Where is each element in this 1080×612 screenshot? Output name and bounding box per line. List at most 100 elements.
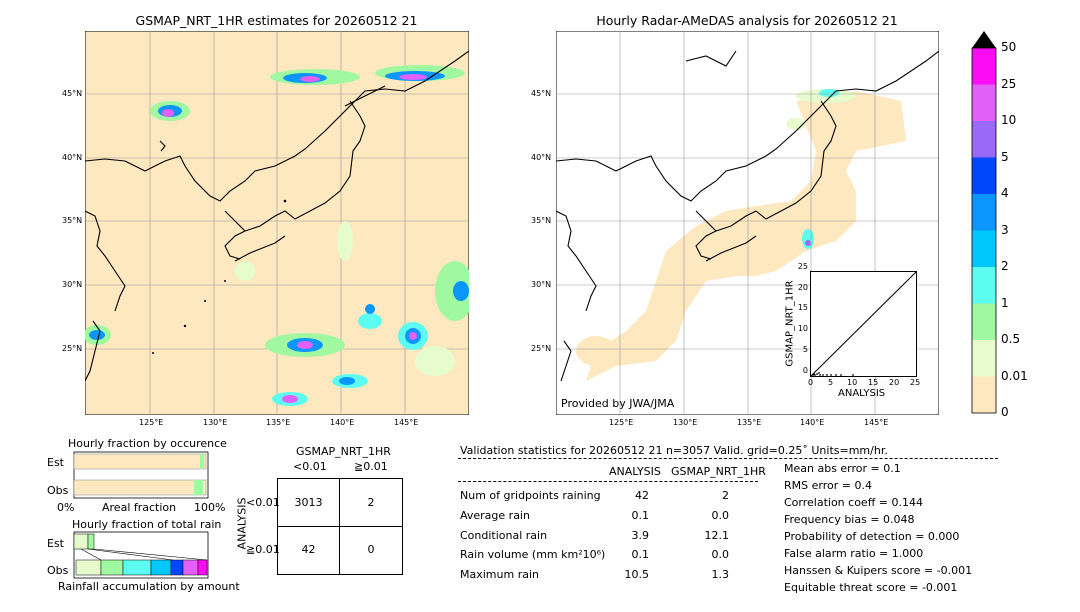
colorbar: [971, 31, 997, 414]
colorbar-label: 1: [1001, 295, 1009, 310]
colorbar-label: 3: [1001, 222, 1009, 237]
score-line: Probability of detection = 0.000: [784, 530, 960, 543]
scatter-ytick-20: 20: [797, 283, 808, 292]
colorbar-label: 2: [1001, 259, 1009, 273]
right-lon-145: 145°E: [864, 418, 889, 427]
scatter-xtick-5: 5: [828, 378, 834, 387]
total-rain-est-seg: [73, 533, 89, 550]
occurrence-obs-rain: [194, 480, 203, 495]
colorbar-segment: [972, 157, 996, 194]
validation-row-analysis: 10.5: [624, 568, 650, 581]
right-lat-25: 25°N: [531, 344, 552, 353]
colorbar-segment: [972, 376, 996, 413]
left-map: [85, 31, 469, 415]
validation-row-label: Maximum rain: [460, 568, 539, 581]
right-lon-140: 140°E: [800, 418, 825, 427]
occurrence-obs-bar: [73, 479, 207, 496]
validation-col-analysis: ANALYSIS: [609, 465, 661, 478]
left-map-rain: [85, 65, 469, 406]
colorbar-segment: [972, 303, 996, 340]
right-lon-125: 125°E: [609, 418, 634, 427]
left-map-islands: [152, 199, 287, 354]
score-line: Correlation coeff = 0.144: [784, 496, 923, 509]
validation-row-gsmap: 0.0: [711, 509, 730, 522]
left-lon-130: 130°E: [203, 418, 228, 427]
colorbar-label: 10: [1001, 113, 1017, 127]
validation-row-gsmap: 2: [722, 489, 729, 502]
contingency-cell: 3013: [294, 496, 323, 509]
scatter-xlabel: ANALYSIS: [838, 388, 886, 399]
contingency-cell: 2: [367, 496, 375, 509]
score-line: Hanssen & Kuipers score = -0.001: [784, 564, 973, 577]
validation-row-analysis: 0.1: [631, 548, 650, 561]
occurrence-obs-label: Obs: [47, 484, 69, 497]
contingency-cell: 42: [301, 543, 316, 556]
contingency-row-lt: <0.01: [246, 496, 280, 509]
total-rain-obs-bar: [75, 559, 208, 576]
colorbar-label: 25: [1001, 76, 1017, 91]
validation-row-label: Num of gridpoints raining: [460, 489, 601, 502]
contingency-title: GSMAP_NRT_1HR: [296, 445, 391, 458]
scatter-ytick-25: 25: [797, 262, 808, 271]
right-lon-135: 135°E: [737, 418, 762, 427]
colorbar-label: 0: [1001, 405, 1009, 419]
validation-row-label: Conditional rain: [460, 529, 548, 542]
validation-divider: [458, 458, 998, 459]
colorbar-label: 50: [1001, 40, 1017, 54]
colorbar-segment: [972, 121, 996, 158]
colorbar-label: 5: [1001, 149, 1009, 164]
provider-credit: Provided by JWA/JMA: [561, 397, 675, 410]
scatter-xtick-10: 10: [847, 378, 858, 387]
scatter-xtick-25: 25: [910, 378, 921, 387]
validation-row-label: Rain volume (mm km²10⁶): [460, 548, 606, 561]
contingency-col-lt: <0.01: [293, 460, 327, 473]
left-lat-30: 30°N: [62, 280, 83, 289]
validation-header: Validation statistics for 20260512 21 n=…: [460, 444, 888, 457]
left-lat-45: 45°N: [62, 89, 83, 98]
colorbar-segment: [972, 48, 996, 85]
occurrence-axis-left: 0%: [57, 501, 75, 514]
occurrence-axis-right: 100%: [194, 501, 226, 514]
scatter-ytick-10: 10: [797, 324, 808, 333]
contingency-table: 3013 2 42 0: [277, 478, 403, 575]
left-map-title: GSMAP_NRT_1HR estimates for 20260512 21: [135, 13, 418, 28]
right-lon-130: 130°E: [673, 418, 698, 427]
contingency-col-ge: ≧0.01: [354, 460, 388, 473]
total-rain-title: Hourly fraction of total rain: [72, 518, 222, 531]
scatter-ytick-0: 0: [802, 366, 808, 375]
score-line: RMS error = 0.4: [784, 479, 872, 492]
left-lon-145: 145°E: [394, 418, 419, 427]
scatter-ylabel: GSMAP_NRT_1HR: [784, 280, 796, 367]
occurrence-est-rain: [200, 454, 204, 469]
score-line: Mean abs error = 0.1: [784, 462, 901, 475]
occurrence-axis-label: Areal fraction: [102, 501, 177, 514]
colorbar-label: 0.01: [1001, 368, 1028, 383]
colorbar-extend-triangle: [972, 31, 996, 48]
occurrence-title: Hourly fraction by occurence: [68, 437, 227, 450]
total-rain-obs-label: Obs: [47, 564, 69, 577]
right-map-coverage: [576, 91, 906, 381]
right-map-coastline: [556, 50, 939, 382]
validation-row-analysis: 3.9: [631, 529, 650, 542]
right-lat-35: 35°N: [531, 216, 552, 225]
left-lon-140: 140°E: [330, 418, 355, 427]
scatter-plot: [810, 271, 917, 377]
validation-col-gsmap: GSMAP_NRT_1HR: [671, 465, 766, 478]
scatter-xtick-0: 0: [808, 378, 814, 387]
validation-row-gsmap: 1.3: [711, 568, 730, 581]
left-lat-25: 25°N: [62, 344, 83, 353]
left-lat-35: 35°N: [62, 216, 83, 225]
total-rain-footer: Rainfall accumulation by amount: [58, 580, 240, 593]
total-rain-chart: [73, 531, 209, 579]
score-line: Frequency bias = 0.048: [784, 513, 915, 526]
left-lon-125: 125°E: [139, 418, 164, 427]
score-line: Equitable threat score = -0.001: [784, 581, 958, 594]
colorbar-segment: [972, 340, 996, 377]
colorbar-segment: [972, 194, 996, 231]
scatter-diagonal: [810, 271, 917, 377]
validation-row-gsmap: 12.1: [704, 529, 730, 542]
validation-row-analysis: 42: [635, 489, 649, 502]
occurrence-est-label: Est: [47, 456, 64, 469]
left-map-coastline: [85, 50, 469, 382]
right-lat-45: 45°N: [531, 89, 552, 98]
